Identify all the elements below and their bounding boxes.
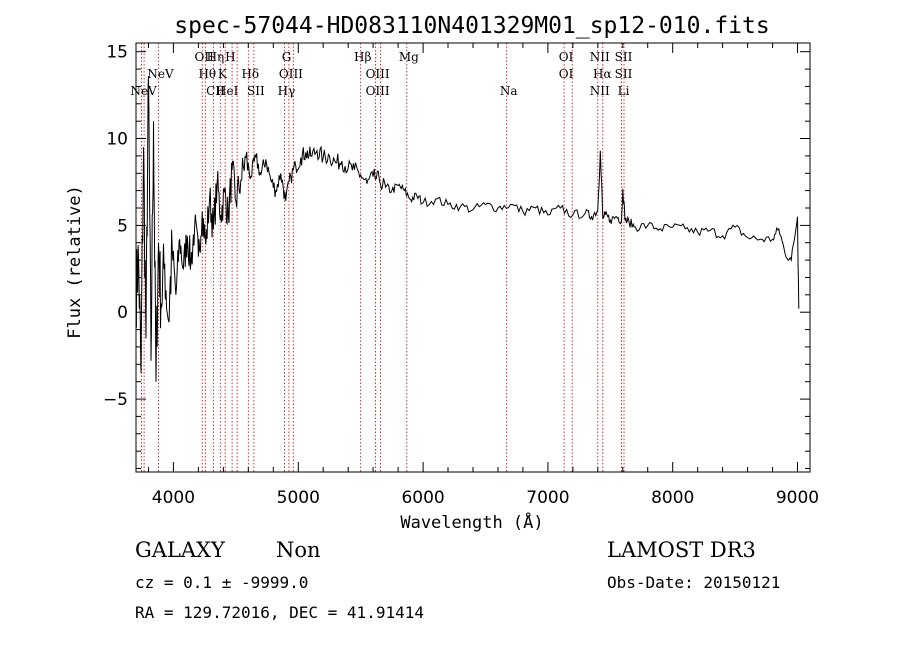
line-id-label-5: Hθ bbox=[198, 67, 216, 81]
y-tick-label: −5 bbox=[103, 390, 128, 410]
line-id-label-13: Hγ bbox=[278, 84, 296, 98]
line-id-label-12: OIII bbox=[279, 67, 303, 81]
y-tick-label: 10 bbox=[106, 130, 128, 150]
line-id-label-19: OI bbox=[559, 50, 574, 64]
obs-date: Obs-Date: 20150121 bbox=[607, 573, 781, 592]
line-id-label-16: OIII bbox=[366, 84, 390, 98]
line-id-label-10: SII bbox=[247, 84, 265, 98]
y-axis-ticks: −5 0 5 10 15 bbox=[103, 43, 810, 469]
chart-title: spec-57044-HD083110N401329M01_sp12-010.f… bbox=[174, 13, 769, 39]
subclass-label: Non bbox=[276, 538, 321, 562]
line-id-label-4: H bbox=[225, 50, 235, 64]
survey-label: LAMOST DR3 bbox=[607, 538, 756, 562]
line-id-label-1: NeV bbox=[147, 67, 174, 81]
x-tick-label: 4000 bbox=[152, 488, 195, 508]
x-tick-label: 9000 bbox=[776, 488, 819, 508]
x-tick-label: 5000 bbox=[277, 488, 320, 508]
line-id-label-3: Hη bbox=[207, 50, 225, 64]
line-id-label-2: OII bbox=[195, 50, 215, 64]
line-id-label-0: NeV bbox=[130, 84, 157, 98]
line-id-label-7: CII bbox=[206, 84, 225, 98]
line-id-label-23: Hα bbox=[593, 67, 612, 81]
line-id-label-18: Na bbox=[500, 84, 518, 98]
x-tick-label: 8000 bbox=[651, 488, 694, 508]
line-id-label-26: Li bbox=[618, 84, 630, 98]
line-id-label-15: OIII bbox=[366, 67, 390, 81]
y-tick-label: 5 bbox=[117, 216, 128, 236]
redshift-line: cz = 0.1 ± -9999.0 bbox=[135, 573, 309, 592]
line-markers bbox=[141, 43, 625, 472]
line-id-label-20: OI bbox=[559, 67, 574, 81]
line-id-label-21: NII bbox=[590, 50, 610, 64]
x-axis-label: Wavelength (Å) bbox=[400, 511, 543, 533]
coordinates: RA = 129.72016, DEC = 41.91414 bbox=[135, 603, 424, 622]
y-tick-label: 15 bbox=[106, 43, 128, 63]
line-id-label-24: SII bbox=[615, 67, 633, 81]
line-id-label-11: G bbox=[282, 50, 292, 64]
line-id-label-14: Hβ bbox=[354, 50, 371, 64]
y-axis-label: Flux (relative) bbox=[65, 185, 85, 339]
line-id-label-17: Mg bbox=[399, 50, 419, 64]
y-tick-label: 0 bbox=[117, 303, 128, 323]
x-tick-label: 6000 bbox=[401, 488, 444, 508]
class-label: GALAXY bbox=[135, 538, 225, 562]
line-id-label-22: SII bbox=[615, 50, 633, 64]
spectrum-line bbox=[135, 75, 800, 382]
x-axis-ticks: 4000 5000 6000 7000 8000 9000 bbox=[148, 43, 819, 508]
line-id-label-8: HeI bbox=[216, 84, 239, 98]
line-id-label-25: NII bbox=[590, 84, 610, 98]
line-id-label-6: K bbox=[218, 67, 228, 81]
line-id-label-9: Hδ bbox=[241, 67, 259, 81]
x-tick-label: 7000 bbox=[526, 488, 569, 508]
